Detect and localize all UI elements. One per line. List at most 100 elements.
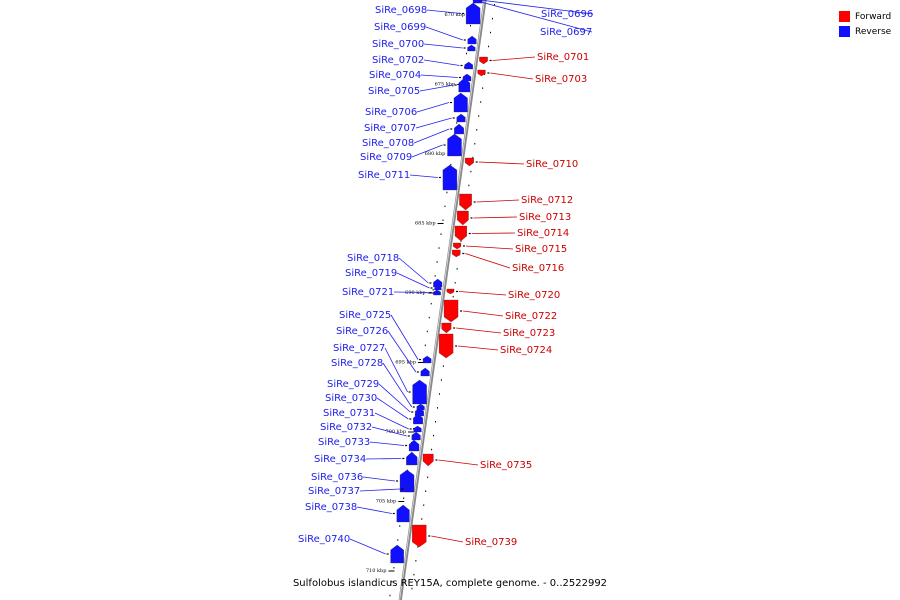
gene-label: SiRe_0697 bbox=[540, 27, 592, 38]
leader-line bbox=[492, 56, 536, 61]
leader-line bbox=[471, 232, 516, 234]
gene-label: SiRe_0726 bbox=[336, 326, 388, 337]
gene-leader-lines bbox=[349, 0, 594, 555]
gene-label: SiRe_0715 bbox=[515, 244, 567, 255]
gene-arrow-sire_0718 bbox=[433, 278, 443, 288]
leader-line bbox=[476, 0, 594, 15]
gene-label: SiRe_0702 bbox=[372, 55, 424, 66]
leader-line bbox=[384, 347, 408, 393]
leader-line bbox=[476, 199, 520, 203]
leader-line bbox=[423, 43, 463, 49]
gene-arrow-sire_0730 bbox=[413, 413, 423, 425]
gene-arrow-sire_0716 bbox=[452, 249, 461, 258]
leader-line bbox=[390, 314, 419, 360]
gene-label: SiRe_0700 bbox=[372, 39, 424, 50]
gene-arrow-sire_0708 bbox=[454, 123, 464, 135]
leader-line bbox=[398, 257, 429, 284]
gene-arrow-sire_0734 bbox=[406, 451, 418, 466]
gene-label: SiRe_0703 bbox=[535, 74, 587, 85]
gene-arrow-sire_0712 bbox=[459, 193, 472, 211]
gene-label: SiRe_0737 bbox=[308, 486, 360, 497]
legend-label: Forward bbox=[855, 11, 892, 22]
leader-line bbox=[369, 441, 405, 446]
gene-arrow-sire_0710 bbox=[464, 157, 474, 167]
gene-label: SiRe_0740 bbox=[298, 534, 350, 545]
leader-line bbox=[374, 412, 409, 430]
gene-arrow-sire_0726 bbox=[420, 367, 430, 377]
gene-label: SiRe_0709 bbox=[360, 152, 412, 163]
leader-line bbox=[419, 84, 454, 92]
gene-arrow-sire_0713 bbox=[457, 210, 469, 226]
gene-arrow-sire_0725 bbox=[422, 355, 432, 364]
gene-arrow-sire_0714 bbox=[454, 225, 467, 242]
leader-line bbox=[359, 488, 401, 492]
leader-line bbox=[349, 538, 386, 555]
genome-axis bbox=[398, 0, 487, 600]
leader-line bbox=[387, 330, 417, 373]
legend-item-forward: Forward bbox=[839, 9, 891, 24]
gene-arrow-sire_0740 bbox=[390, 544, 404, 564]
map-caption: Sulfolobus islandicus REY15A, complete g… bbox=[292, 578, 608, 589]
leader-line bbox=[415, 117, 452, 129]
gene-arrow-sire_0706 bbox=[453, 92, 468, 113]
gene-arrow-sire_0738 bbox=[396, 504, 410, 523]
gene-label: SiRe_0734 bbox=[314, 454, 366, 465]
gene-label: SiRe_0731 bbox=[323, 408, 375, 419]
strand-legend: Forward Reverse bbox=[839, 9, 891, 39]
leader-line bbox=[472, 0, 593, 33]
gene-arrow-sire_0723 bbox=[441, 322, 452, 334]
gene-arrow-sire_0705 bbox=[458, 77, 471, 93]
gene-label: SiRe_0729 bbox=[327, 379, 379, 390]
leader-line bbox=[465, 245, 514, 250]
gene-label: SiRe_0722 bbox=[505, 311, 557, 322]
gene-label: SiRe_0714 bbox=[517, 228, 569, 239]
leader-line bbox=[365, 458, 402, 460]
gene-arrow-sire_0699 bbox=[467, 35, 477, 45]
gene-arrow-sire_0735 bbox=[422, 453, 434, 467]
kbp-label: 705 kbp bbox=[376, 499, 397, 505]
gene-label: SiRe_0730 bbox=[325, 393, 377, 404]
gene-label: SiRe_0732 bbox=[320, 422, 372, 433]
gene-arrow-sire_0732 bbox=[411, 431, 421, 441]
leader-line bbox=[356, 506, 392, 514]
gene-label: SiRe_0738 bbox=[305, 502, 357, 513]
gene-label: SiRe_0720 bbox=[508, 290, 560, 301]
gene-label: SiRe_0721 bbox=[342, 287, 394, 298]
leader-line bbox=[393, 291, 429, 293]
gene-label: SiRe_0718 bbox=[347, 253, 399, 264]
gene-arrow-sire_0702 bbox=[464, 61, 473, 70]
gene-arrow-sire_0722 bbox=[443, 299, 459, 323]
gene-arrow-sire_0737 bbox=[405, 485, 414, 493]
leader-line bbox=[438, 459, 479, 466]
leader-line bbox=[490, 72, 534, 80]
leader-line bbox=[478, 161, 525, 165]
gene-labels: SiRe_0696 SiRe_0697 SiRe_0698 SiRe_0699 SiRe… bbox=[298, 5, 593, 548]
gene-label: SiRe_0713 bbox=[519, 212, 571, 223]
leader-line bbox=[458, 345, 499, 351]
gene-label: SiRe_0725 bbox=[339, 310, 391, 321]
leader-line bbox=[463, 310, 504, 317]
gene-label: SiRe_0699 bbox=[374, 22, 426, 33]
leader-line bbox=[416, 102, 450, 113]
legend-item-reverse: Reverse bbox=[839, 24, 891, 39]
leader-line bbox=[396, 272, 430, 289]
gene-arrow-sire_0698 bbox=[465, 2, 481, 25]
forward-swatch bbox=[839, 11, 850, 22]
leader-line bbox=[459, 291, 507, 296]
gene-label: SiRe_0728 bbox=[331, 358, 383, 369]
kbp-label: 710 kbp bbox=[366, 568, 387, 574]
gene-label: SiRe_0727 bbox=[333, 343, 385, 354]
kbp-label: 670 kbp bbox=[444, 12, 465, 18]
gene-arrow-sire_0701 bbox=[479, 56, 488, 65]
leader-line bbox=[382, 362, 413, 408]
axis-line bbox=[398, 0, 487, 600]
leader-line bbox=[413, 128, 450, 144]
kbp-label: 700 kbp bbox=[386, 429, 407, 435]
gene-label: SiRe_0736 bbox=[311, 472, 363, 483]
gene-label: SiRe_0712 bbox=[521, 195, 573, 206]
leader-line bbox=[378, 383, 411, 413]
gene-label: SiRe_0705 bbox=[368, 86, 420, 97]
leader-line bbox=[456, 327, 502, 334]
gene-arrow-sire_0731 bbox=[413, 425, 422, 433]
